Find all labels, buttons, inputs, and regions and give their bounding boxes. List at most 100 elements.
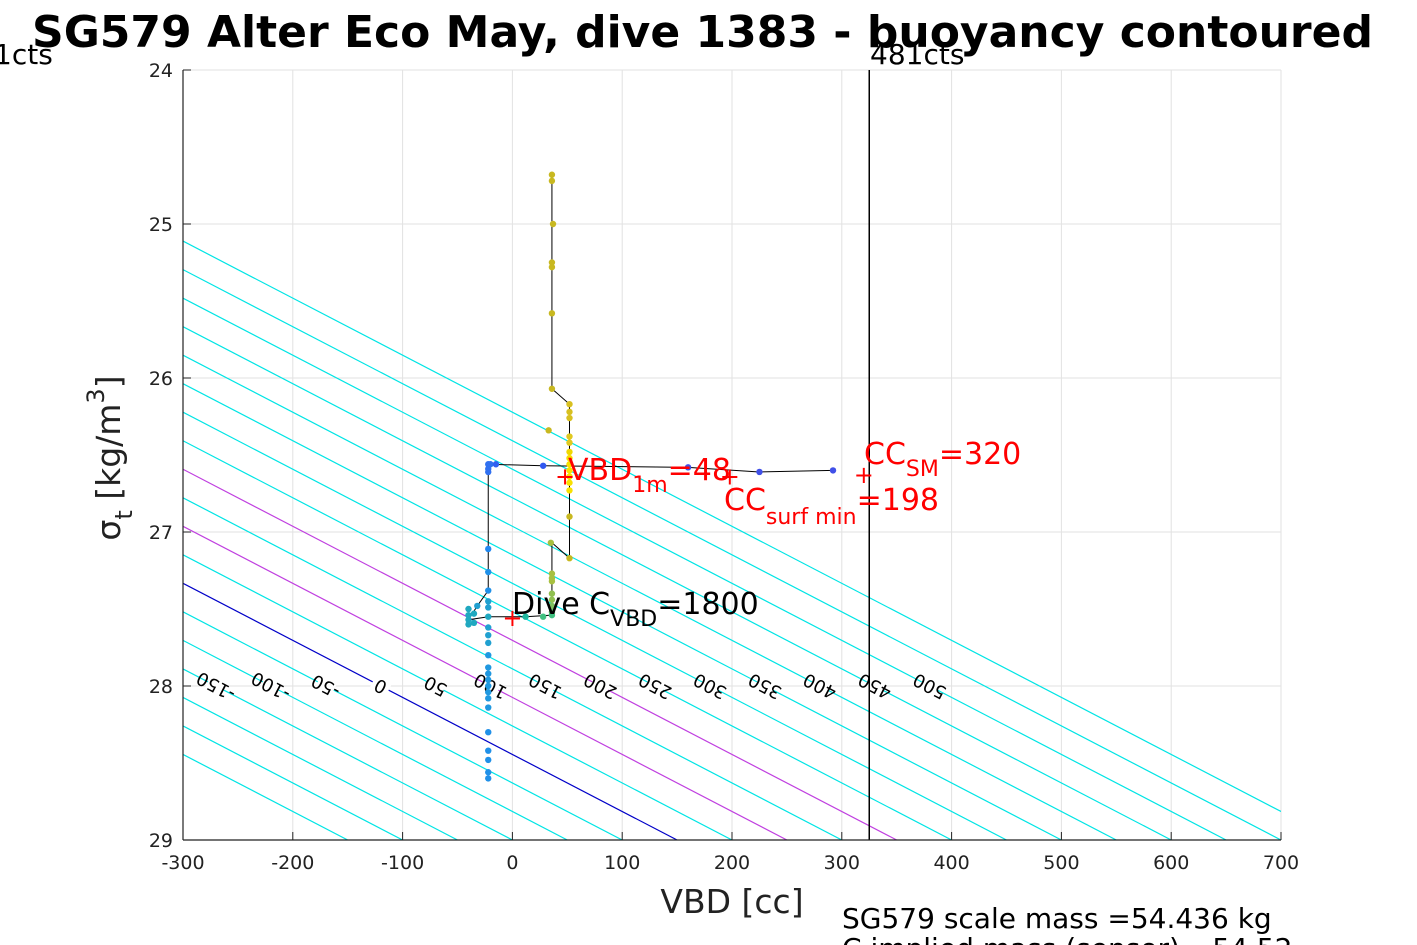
y-tick-label: 28 <box>149 676 173 698</box>
contour-line <box>183 325 1172 840</box>
contour-label-bg <box>856 662 893 710</box>
track-point <box>548 263 556 271</box>
track-point <box>474 602 481 610</box>
axes <box>182 69 1282 841</box>
contour-line <box>183 611 623 840</box>
footer-implied-mass: C implied mass (sensor) =54.52 <box>842 932 1292 945</box>
contour-label-bg <box>911 662 948 710</box>
y-tick-label: 29 <box>149 830 173 852</box>
x-axis-label: VBD [cc] <box>660 882 803 921</box>
track-point <box>485 468 492 476</box>
contour-label-bg <box>362 662 399 710</box>
contour-line <box>183 497 843 840</box>
track-point <box>566 554 573 562</box>
track-point <box>548 602 556 610</box>
track-point <box>566 439 573 446</box>
x-tick-label: -300 <box>161 852 204 874</box>
track-point <box>485 775 492 782</box>
track-point <box>465 616 472 623</box>
dive-points <box>465 171 837 782</box>
plus-marker: + <box>854 461 874 489</box>
ccsm-annotation: CCSM=320 <box>864 437 1021 482</box>
contour-line <box>183 297 1227 840</box>
track-point <box>545 427 552 434</box>
track-point <box>547 539 555 546</box>
plus-marker: + <box>555 463 575 491</box>
y-axis-label: σt [kg/m3] <box>82 375 138 540</box>
track-point <box>465 621 472 628</box>
track-point <box>485 670 492 677</box>
track-point <box>548 385 556 392</box>
right-cts-label: 481cts <box>870 38 964 71</box>
track-point <box>829 467 837 474</box>
contour-lines <box>183 240 1281 840</box>
contour-line <box>183 696 458 840</box>
track-point <box>539 613 547 620</box>
chart-title: SG579 Alter Eco May, dive 1383 - buoyanc… <box>32 7 1373 58</box>
track-point <box>756 468 763 476</box>
y-tick-label: 26 <box>149 368 173 390</box>
track-point <box>566 479 573 486</box>
track-point <box>492 461 500 468</box>
contour-line <box>183 468 897 840</box>
track-point <box>485 604 492 611</box>
track-point <box>566 454 573 462</box>
track-point <box>485 598 492 605</box>
track-point <box>566 467 573 474</box>
track-point <box>566 414 573 422</box>
track-point <box>549 220 557 228</box>
track-point <box>485 756 492 764</box>
y-tick-label: 25 <box>149 214 173 236</box>
footer-scale-mass: SG579 scale mass =54.436 kg <box>842 902 1272 935</box>
contour-line <box>183 639 568 840</box>
track-point <box>539 462 547 469</box>
contour-label-bg <box>417 662 454 710</box>
contour-line <box>183 411 1007 840</box>
y-label-close: ] <box>89 375 128 388</box>
track-point <box>485 631 492 639</box>
track-point <box>548 310 556 317</box>
track-point <box>485 769 492 776</box>
x-tick-label: 500 <box>1043 852 1079 874</box>
contour-line <box>183 668 513 840</box>
track-point <box>566 433 573 440</box>
track-point <box>485 704 492 711</box>
contour-line <box>183 440 952 840</box>
contour-label-bg <box>746 662 784 710</box>
x-tick-labels: -300 -200 -100 0 100 200 300 400 500 600 700 <box>161 852 1299 874</box>
track-point <box>485 729 492 736</box>
ccsurf-annotation: CCsurf min=198 <box>724 483 939 530</box>
track-point <box>485 652 492 659</box>
track-point <box>470 619 478 627</box>
contour-label-bg <box>691 662 729 710</box>
contour-label-bg <box>801 662 838 710</box>
svg-text:σt [kg/m3]: σt [kg/m3] <box>82 375 138 540</box>
contour-line <box>183 268 1281 840</box>
track-point <box>465 611 472 619</box>
y-label-sup: 3 <box>82 388 110 403</box>
contour-label-bg <box>307 662 344 710</box>
track-point <box>485 688 492 696</box>
track-point <box>566 461 573 468</box>
x-tick-label: -200 <box>271 852 314 874</box>
track-point <box>485 545 492 553</box>
track-point <box>485 613 492 620</box>
red-markers: + + + + <box>502 461 873 632</box>
track-point <box>566 513 573 520</box>
track-point <box>470 610 478 617</box>
track-point <box>548 611 556 619</box>
x-tick-label: 600 <box>1153 852 1189 874</box>
track-point <box>485 747 492 754</box>
contour-labels: -150-100-5005010015020025030035040045050… <box>193 662 950 710</box>
x-tick-label: 200 <box>714 852 750 874</box>
contour-label-bg <box>252 662 289 710</box>
track-point <box>485 682 492 690</box>
plus-marker: + <box>720 463 740 491</box>
x-tick-label: -100 <box>381 852 424 874</box>
x-tick-label: 400 <box>933 852 969 874</box>
track-point <box>487 461 494 468</box>
y-tick-labels: 24 25 26 27 28 29 <box>149 60 173 852</box>
contour-line <box>183 554 733 840</box>
track-point <box>548 596 556 603</box>
dive-cvbd-annotation: Dive CVBD=1800 <box>512 587 759 632</box>
